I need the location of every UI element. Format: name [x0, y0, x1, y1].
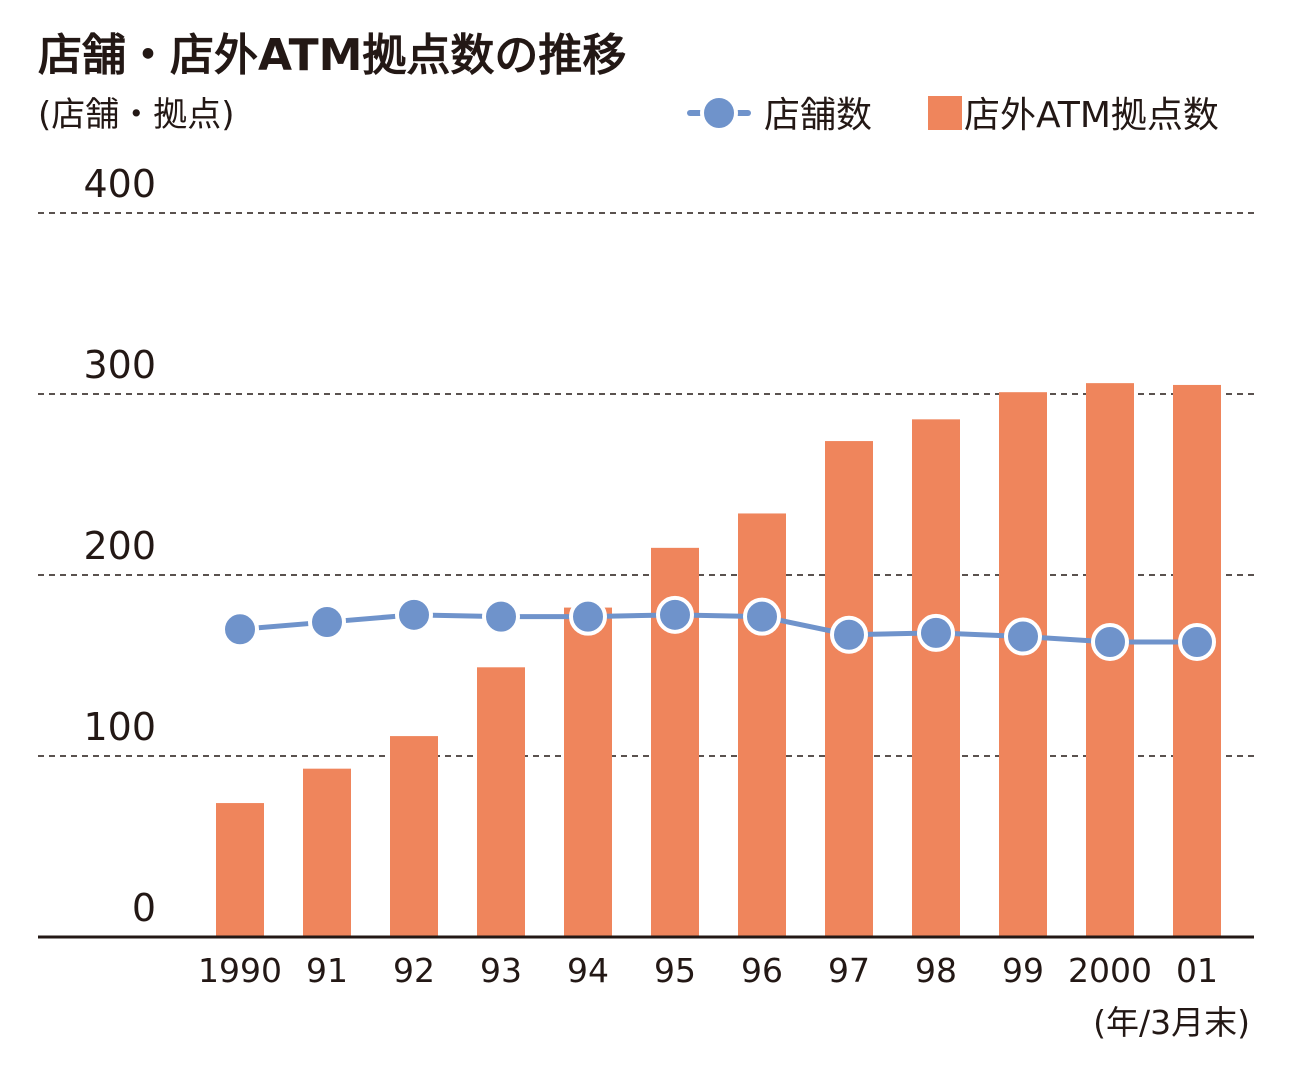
- y-tick-label: 0: [132, 886, 156, 930]
- bar: [303, 768, 351, 937]
- bar: [825, 441, 873, 937]
- point: [1004, 617, 1042, 656]
- point: [830, 615, 868, 654]
- x-tick-label: 1990: [198, 951, 282, 990]
- bar: [564, 607, 612, 937]
- point: [917, 613, 955, 652]
- bar: [216, 803, 264, 937]
- point: [308, 603, 346, 642]
- point: [1091, 622, 1129, 661]
- x-axis-ticks: 1990 91 92 93 94 95 96 97 98 99 2000 01: [198, 951, 1218, 990]
- legend-marker-store-count: [700, 94, 738, 132]
- x-tick-label: 93: [480, 951, 522, 990]
- point: [569, 597, 607, 636]
- y-tick-label: 400: [83, 162, 156, 206]
- x-axis-unit-label: (年/3月末): [1093, 1003, 1250, 1042]
- point: [221, 610, 259, 649]
- bar: [738, 513, 786, 937]
- x-tick-label: 92: [393, 951, 435, 990]
- point: [1178, 622, 1216, 661]
- point: [395, 595, 433, 634]
- store-count-line: [221, 595, 1216, 661]
- y-tick-label: 100: [83, 705, 156, 749]
- x-tick-label: 97: [828, 951, 870, 990]
- point: [656, 595, 694, 634]
- point: [743, 597, 781, 636]
- x-tick-label: 98: [915, 951, 957, 990]
- grid-lines: [38, 212, 1254, 757]
- bar: [1173, 384, 1221, 937]
- y-axis-ticks: 0 100 200 300 400: [83, 162, 156, 930]
- y-tick-label: 300: [83, 343, 156, 387]
- atm-bars: [216, 383, 1221, 938]
- y-tick-label: 200: [83, 524, 156, 568]
- legend-swatch-atm-count: [928, 96, 962, 130]
- x-tick-label: 91: [306, 951, 348, 990]
- bar: [912, 419, 960, 938]
- point: [482, 597, 520, 636]
- bar: [999, 392, 1047, 937]
- x-tick-label: 96: [741, 951, 783, 990]
- y-axis-unit-label: (店舗・拠点): [38, 95, 235, 135]
- x-tick-label: 94: [567, 951, 609, 990]
- x-tick-label: 95: [654, 951, 696, 990]
- bar: [477, 667, 525, 937]
- chart-title: 店舗・店外ATM拠点数の推移: [38, 30, 626, 81]
- series-line: [239, 612, 1197, 645]
- x-tick-label: 01: [1176, 951, 1218, 990]
- legend-label-store-count: 店舗数: [764, 95, 872, 136]
- bar: [390, 736, 438, 937]
- x-tick-label: 99: [1002, 951, 1044, 990]
- legend: 店舗数 店外ATM拠点数: [687, 94, 1219, 136]
- x-tick-label: 2000: [1068, 951, 1152, 990]
- legend-label-atm-count: 店外ATM拠点数: [964, 95, 1219, 136]
